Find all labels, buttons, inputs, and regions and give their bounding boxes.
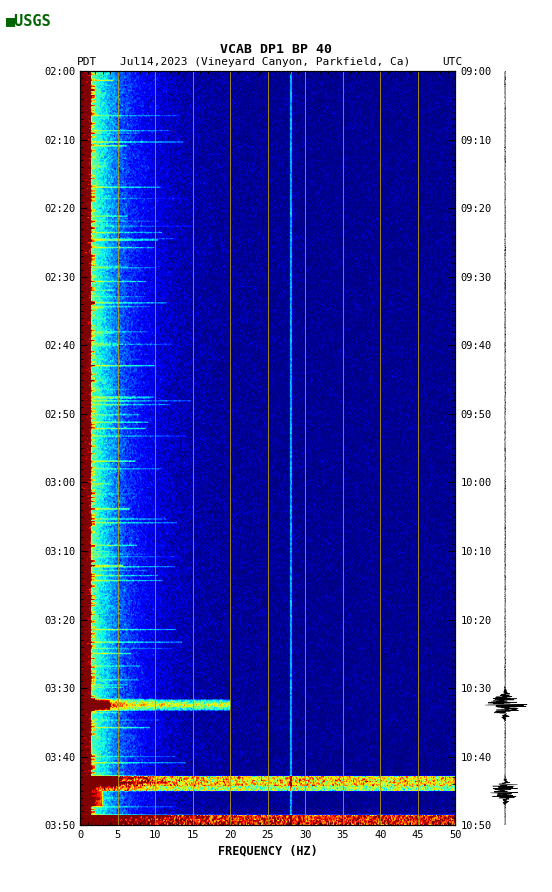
X-axis label: FREQUENCY (HZ): FREQUENCY (HZ) bbox=[218, 844, 317, 857]
Text: PDT: PDT bbox=[77, 57, 98, 68]
Text: ■USGS: ■USGS bbox=[6, 13, 51, 29]
Text: UTC: UTC bbox=[443, 57, 463, 68]
Text: Jul14,2023 (Vineyard Canyon, Parkfield, Ca): Jul14,2023 (Vineyard Canyon, Parkfield, … bbox=[120, 57, 410, 68]
Text: VCAB DP1 BP 40: VCAB DP1 BP 40 bbox=[220, 43, 332, 55]
